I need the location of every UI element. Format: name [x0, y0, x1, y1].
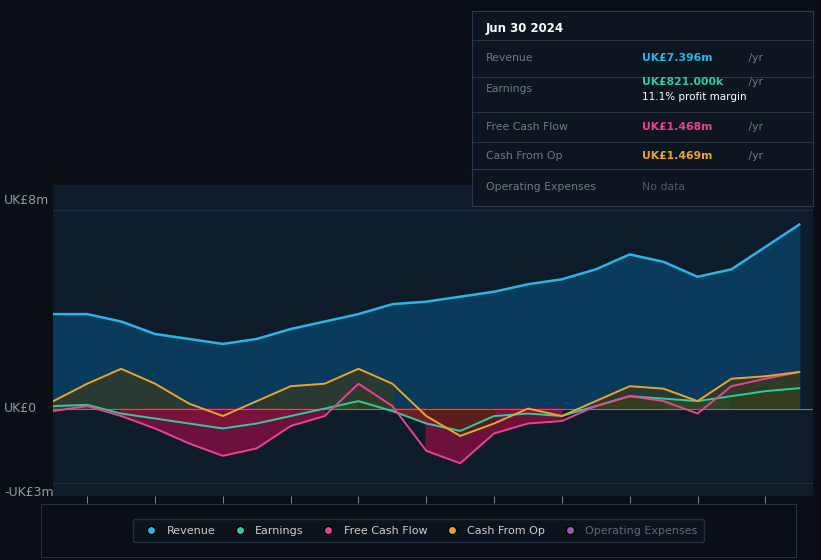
Text: /yr: /yr [745, 151, 763, 161]
Text: UK£0: UK£0 [4, 402, 37, 415]
Text: Jun 30 2024: Jun 30 2024 [486, 22, 564, 35]
Text: /yr: /yr [745, 77, 763, 87]
Text: UK£821.000k: UK£821.000k [643, 77, 723, 87]
Text: 11.1% profit margin: 11.1% profit margin [643, 92, 747, 102]
Text: Operating Expenses: Operating Expenses [486, 183, 596, 192]
Text: UK£1.469m: UK£1.469m [643, 151, 713, 161]
Legend: Revenue, Earnings, Free Cash Flow, Cash From Op, Operating Expenses: Revenue, Earnings, Free Cash Flow, Cash … [133, 519, 704, 542]
Text: Earnings: Earnings [486, 85, 533, 95]
Text: Free Cash Flow: Free Cash Flow [486, 122, 567, 132]
Text: /yr: /yr [745, 122, 763, 132]
Text: UK£8m: UK£8m [4, 194, 49, 207]
Text: Revenue: Revenue [486, 53, 533, 63]
Text: UK£1.468m: UK£1.468m [643, 122, 713, 132]
Text: -UK£3m: -UK£3m [4, 486, 53, 499]
Text: /yr: /yr [745, 53, 763, 63]
Text: Cash From Op: Cash From Op [486, 151, 562, 161]
Text: UK£7.396m: UK£7.396m [643, 53, 713, 63]
Text: No data: No data [643, 183, 686, 192]
